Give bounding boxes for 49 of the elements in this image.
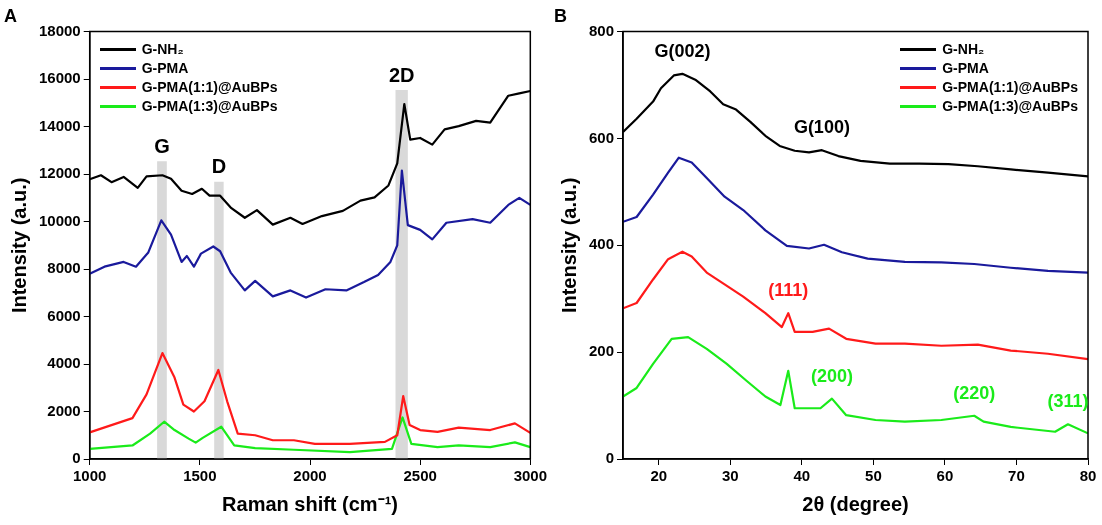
- y-tick-label: 2000: [47, 401, 81, 419]
- y-tick-label: 14000: [38, 116, 81, 134]
- y-tick-label: 200: [589, 342, 615, 360]
- annotation: (200): [810, 365, 853, 386]
- legend-label: G-PMA(1:1)@AuBPs: [141, 77, 278, 97]
- annotation: (220): [953, 382, 996, 403]
- y-tick-label: 8000: [47, 259, 81, 277]
- x-tick-label: 1000: [73, 467, 107, 485]
- chart-title: B: [554, 5, 567, 26]
- x-tick-label: 70: [1008, 467, 1025, 485]
- x-axis-title: 2θ (degree): [802, 492, 909, 515]
- annotation: G(100): [793, 117, 850, 138]
- legend-label: G-NH₂: [141, 39, 184, 59]
- legend-label: G-PMA: [942, 58, 989, 78]
- y-tick-label: 10000: [38, 211, 81, 229]
- x-tick-label: 50: [865, 467, 882, 485]
- legend-label: G-PMA(1:3)@AuBPs: [141, 96, 278, 116]
- y-tick-label: 12000: [38, 164, 81, 182]
- x-tick-label: 20: [650, 467, 668, 485]
- y-tick-label: 800: [589, 21, 615, 39]
- x-tick-label: 60: [936, 467, 954, 485]
- y-tick-label: 4000: [47, 354, 81, 372]
- y-tick-label: 400: [589, 235, 615, 253]
- x-tick-label: 3000: [513, 467, 547, 485]
- y-tick-label: 0: [605, 449, 615, 467]
- annotation: G(002): [654, 40, 711, 61]
- legend-label: G-PMA(1:3)@AuBPs: [942, 96, 1078, 116]
- annotation: (111): [768, 280, 809, 301]
- y-tick-label: 6000: [47, 306, 81, 324]
- y-axis-title: Intensity (a.u.): [7, 177, 30, 314]
- x-tick-label: 30: [721, 467, 739, 485]
- y-tick-label: 600: [589, 128, 615, 146]
- band-label: D: [211, 155, 227, 178]
- band-label: G: [154, 134, 170, 157]
- y-axis-title: Intensity (a.u.): [557, 177, 580, 314]
- x-tick-label: 2000: [293, 467, 327, 485]
- x-tick-label: 80: [1079, 467, 1097, 485]
- chart-title: A: [4, 5, 17, 26]
- legend-label: G-NH₂: [942, 39, 985, 59]
- y-tick-label: 0: [72, 449, 81, 467]
- x-axis-title: Raman shift (cm⁻¹): [222, 492, 398, 515]
- x-tick-label: 2500: [403, 467, 437, 485]
- y-tick-label: 16000: [38, 69, 81, 87]
- x-tick-label: 40: [793, 467, 811, 485]
- x-tick-label: 1500: [183, 467, 217, 485]
- legend-label: G-PMA: [141, 58, 189, 78]
- band-label: 2D: [388, 63, 415, 86]
- y-tick-label: 18000: [38, 21, 81, 39]
- legend-label: G-PMA(1:1)@AuBPs: [942, 77, 1078, 97]
